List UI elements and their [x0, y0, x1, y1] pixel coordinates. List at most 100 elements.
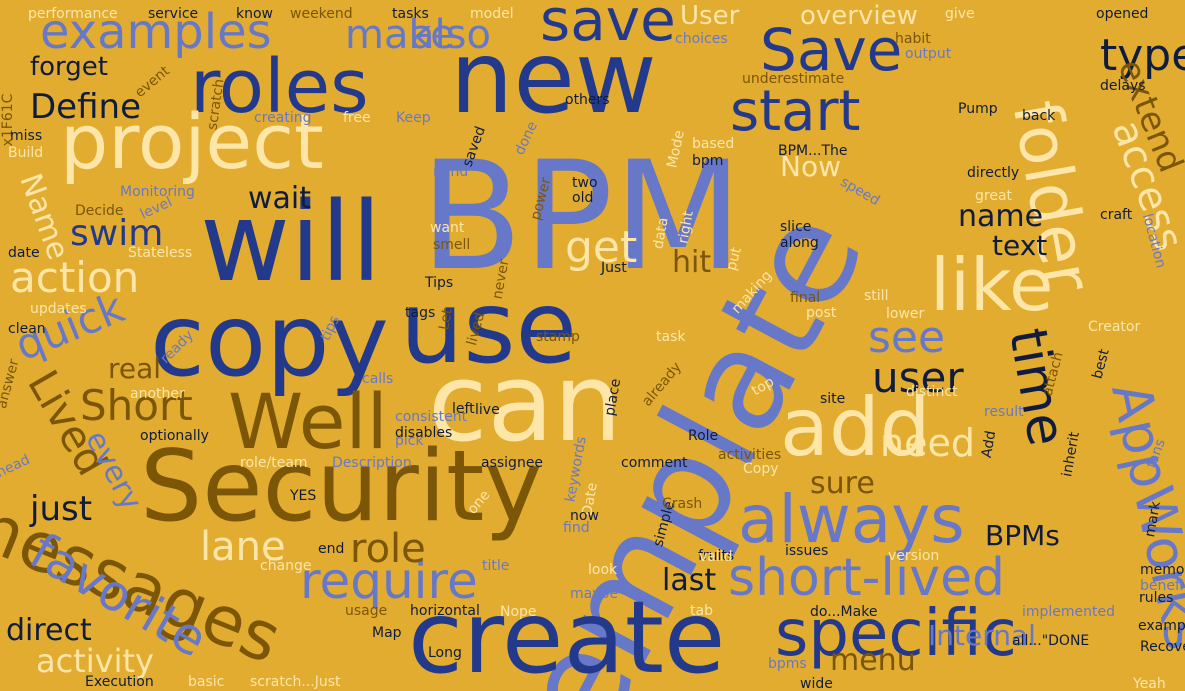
- cloud-word: create: [408, 579, 725, 691]
- cloud-word: always: [738, 481, 965, 558]
- cloud-word: overview: [800, 1, 918, 31]
- cloud-word: Pump: [958, 101, 998, 117]
- cloud-word: issues: [785, 543, 828, 559]
- cloud-word: best: [1089, 347, 1112, 381]
- cloud-word: based: [692, 136, 734, 152]
- cloud-word: data: [650, 216, 671, 250]
- cloud-word: user: [872, 353, 964, 402]
- cloud-word: weekend: [290, 6, 353, 22]
- cloud-word: Tips: [424, 275, 453, 291]
- cloud-word: like: [930, 243, 1053, 327]
- cloud-word: bpm: [692, 153, 723, 169]
- cloud-word: project: [60, 97, 324, 186]
- cloud-word: task: [656, 329, 686, 345]
- cloud-word: usage: [345, 603, 387, 619]
- cloud-word: wait: [248, 181, 311, 216]
- cloud-word: stamp: [536, 329, 580, 345]
- cloud-word: direct: [6, 613, 92, 648]
- cloud-word: can: [428, 341, 622, 466]
- cloud-word: disables: [395, 425, 452, 441]
- cloud-word: BPM...The: [778, 143, 848, 159]
- cloud-word: sure: [810, 466, 875, 501]
- cloud-word: Nope: [500, 604, 537, 620]
- cloud-word: lane: [200, 524, 286, 570]
- cloud-word: model: [470, 6, 514, 22]
- cloud-word: scratch...Just: [250, 674, 341, 690]
- cloud-word: examples: [40, 4, 272, 60]
- cloud-word: two: [572, 175, 598, 191]
- cloud-word: Build: [8, 145, 43, 161]
- cloud-word: change: [260, 558, 312, 574]
- cloud-word: action: [10, 253, 139, 302]
- cloud-word: BPM: [420, 130, 743, 304]
- cloud-word: end: [318, 541, 344, 557]
- cloud-word: distinct: [906, 384, 958, 400]
- cloud-word: example: [1138, 618, 1185, 634]
- cloud-word: post: [806, 305, 837, 321]
- cloud-word: Security: [140, 430, 542, 544]
- cloud-word: Execution: [85, 674, 154, 690]
- cloud-word: also: [410, 12, 491, 58]
- cloud-word: consistent: [395, 409, 468, 425]
- cloud-word: fruits: [698, 548, 734, 564]
- cloud-word: last: [662, 563, 716, 598]
- cloud-word: Date: [579, 481, 601, 517]
- cloud-word: Crash: [662, 496, 702, 512]
- cloud-word: horizontal: [410, 603, 480, 619]
- cloud-word: inherit: [1059, 430, 1083, 478]
- cloud-word: tags: [405, 305, 435, 321]
- cloud-word: Copy: [743, 461, 779, 477]
- cloud-word: text: [992, 229, 1047, 262]
- cloud-word: Add: [979, 430, 999, 459]
- cloud-word: Mode: [664, 129, 688, 170]
- cloud-word: service: [148, 6, 198, 22]
- cloud-word: result: [984, 404, 1024, 420]
- cloud-word: Short: [80, 381, 193, 430]
- cloud-word: implemented: [1022, 604, 1115, 620]
- cloud-word: YES: [289, 488, 316, 504]
- cloud-word: delays: [1100, 78, 1146, 94]
- cloud-word: Well: [228, 377, 388, 466]
- cloud-word: site: [820, 391, 845, 407]
- cloud-word: optionally: [140, 428, 209, 444]
- cloud-word: back: [1022, 108, 1056, 124]
- cloud-word: great: [975, 188, 1013, 204]
- cloud-word: roles: [190, 44, 369, 130]
- cloud-word: old: [572, 190, 593, 206]
- cloud-word: add: [780, 381, 931, 474]
- cloud-word: performance: [28, 6, 118, 22]
- cloud-word: now: [570, 508, 599, 524]
- cloud-word: valid: [699, 549, 733, 565]
- cloud-word: start: [730, 79, 860, 144]
- cloud-word: creating: [254, 110, 311, 126]
- cloud-word: comment: [621, 455, 688, 471]
- cloud-word: activity: [36, 642, 154, 680]
- cloud-word: slice: [780, 219, 811, 235]
- cloud-word: place: [602, 377, 624, 417]
- cloud-word: activities: [718, 447, 781, 463]
- cloud-word: put: [723, 245, 745, 272]
- cloud-word: Recovery: [1140, 639, 1185, 655]
- cloud-word: tab: [690, 603, 713, 619]
- cloud-word: mind: [433, 164, 468, 180]
- cloud-word: assignee: [481, 455, 543, 471]
- cloud-word: Yeah: [1132, 676, 1166, 691]
- cloud-word: maybe: [570, 586, 618, 602]
- cloud-word: choices: [675, 31, 728, 47]
- cloud-word: free: [343, 110, 371, 126]
- cloud-word: menu: [830, 643, 916, 678]
- cloud-word: pick: [395, 433, 424, 449]
- cloud-word: another: [130, 386, 185, 402]
- cloud-word: use: [400, 269, 577, 386]
- cloud-word: name: [958, 199, 1043, 234]
- cloud-word: Long: [428, 645, 462, 661]
- cloud-word: tasks: [392, 6, 429, 22]
- cloud-word: get: [565, 222, 637, 273]
- cloud-word: give: [945, 6, 975, 22]
- cloud-word: Description: [332, 455, 412, 471]
- cloud-word: beneficial: [1140, 578, 1185, 594]
- cloud-word: User: [680, 1, 740, 31]
- cloud-word: short-lived: [728, 548, 1005, 608]
- cloud-word: save: [540, 0, 676, 54]
